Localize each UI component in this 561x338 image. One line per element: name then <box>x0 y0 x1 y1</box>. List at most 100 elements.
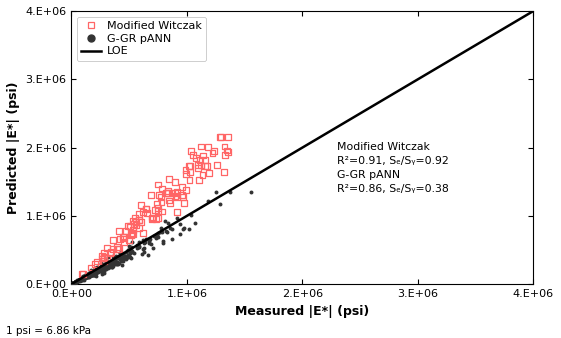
Point <box>147 192 156 198</box>
Point <box>67 281 76 287</box>
Point <box>90 261 99 266</box>
Point <box>180 201 189 206</box>
Point <box>111 253 120 259</box>
Point <box>104 260 113 265</box>
Point <box>180 225 189 231</box>
Point <box>67 281 76 287</box>
Point <box>118 250 127 256</box>
Point <box>69 280 78 286</box>
Point <box>95 266 104 272</box>
Point <box>103 264 112 269</box>
Point <box>91 268 100 274</box>
Point <box>108 258 117 263</box>
Point <box>84 274 93 280</box>
Point <box>69 280 78 286</box>
Point <box>104 261 113 266</box>
Point <box>79 275 88 281</box>
Point <box>114 246 123 252</box>
Point <box>105 250 114 256</box>
Point <box>107 249 116 255</box>
Point <box>114 260 123 266</box>
Point <box>154 231 163 236</box>
Point <box>79 274 88 280</box>
Point <box>190 220 199 225</box>
Point <box>139 231 148 236</box>
Point <box>215 202 224 207</box>
Point <box>82 271 91 277</box>
Point <box>164 176 173 182</box>
Point <box>112 259 121 264</box>
Point <box>77 278 86 283</box>
Point <box>154 235 163 240</box>
Point <box>92 266 101 271</box>
Point <box>151 235 160 240</box>
Point <box>77 275 86 281</box>
Point <box>74 278 83 283</box>
Point <box>81 273 90 279</box>
Point <box>140 249 149 255</box>
Point <box>84 273 93 279</box>
Point <box>72 279 81 284</box>
Point <box>85 271 94 276</box>
Point <box>121 249 130 255</box>
Point <box>162 229 171 234</box>
Point <box>77 276 86 282</box>
Point <box>115 254 124 259</box>
Point <box>88 272 96 277</box>
Point <box>84 271 93 276</box>
Point <box>76 278 85 283</box>
Point <box>107 261 116 266</box>
Point <box>105 263 114 268</box>
Point <box>78 275 87 280</box>
Point <box>87 271 96 276</box>
Point <box>71 280 80 285</box>
Point <box>98 256 107 261</box>
Point <box>109 259 118 265</box>
Point <box>93 269 102 274</box>
Point <box>173 194 182 200</box>
Point <box>96 266 105 272</box>
Point <box>109 238 118 243</box>
Point <box>71 280 80 285</box>
Point <box>87 271 96 276</box>
Point <box>113 261 122 267</box>
Point <box>135 240 144 245</box>
Point <box>89 272 98 277</box>
Point <box>91 273 100 279</box>
Point <box>104 254 113 259</box>
Point <box>92 268 101 273</box>
Point <box>79 271 88 276</box>
Point <box>78 275 87 280</box>
Point <box>205 170 214 175</box>
Point <box>130 221 139 226</box>
Point <box>116 236 125 242</box>
Point <box>139 240 148 245</box>
Point <box>186 169 195 175</box>
Point <box>112 261 121 267</box>
Point <box>135 243 144 248</box>
Point <box>198 172 207 178</box>
Point <box>77 275 86 281</box>
Point <box>85 272 94 277</box>
Point <box>125 254 134 259</box>
Point <box>113 255 122 261</box>
Point <box>71 280 80 285</box>
Point <box>76 276 85 282</box>
Point <box>220 144 229 149</box>
Point <box>70 280 79 285</box>
Point <box>76 276 85 281</box>
Point <box>189 152 198 158</box>
Point <box>70 280 79 285</box>
Point <box>91 265 100 271</box>
Point <box>194 165 203 171</box>
Point <box>73 278 82 284</box>
Point <box>164 221 173 226</box>
Point <box>194 162 203 168</box>
Point <box>128 248 137 254</box>
Point <box>89 272 98 277</box>
Point <box>153 202 162 207</box>
Point <box>82 274 91 280</box>
Point <box>70 280 79 285</box>
Point <box>73 278 82 283</box>
Point <box>163 188 172 194</box>
